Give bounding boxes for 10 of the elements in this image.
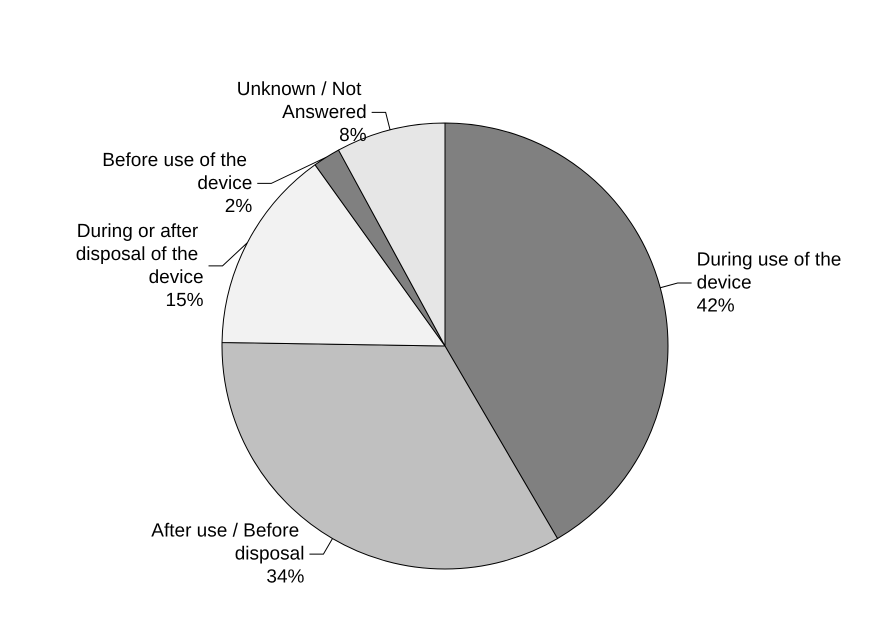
slice-label: After use / Before disposal [151, 520, 304, 565]
data-label: 34% [266, 566, 305, 588]
data-label: 2% [224, 196, 252, 217]
slice-label: Before use of the device [102, 150, 252, 194]
slice-label: During or after disposal of the device [76, 220, 204, 288]
data-label: 42% [696, 296, 735, 317]
data-label: 8% [339, 124, 367, 146]
slice-label: During use of the device [696, 250, 847, 294]
slice-label: Unknown / Not Answered [236, 78, 367, 123]
data-label: 15% [166, 290, 204, 311]
